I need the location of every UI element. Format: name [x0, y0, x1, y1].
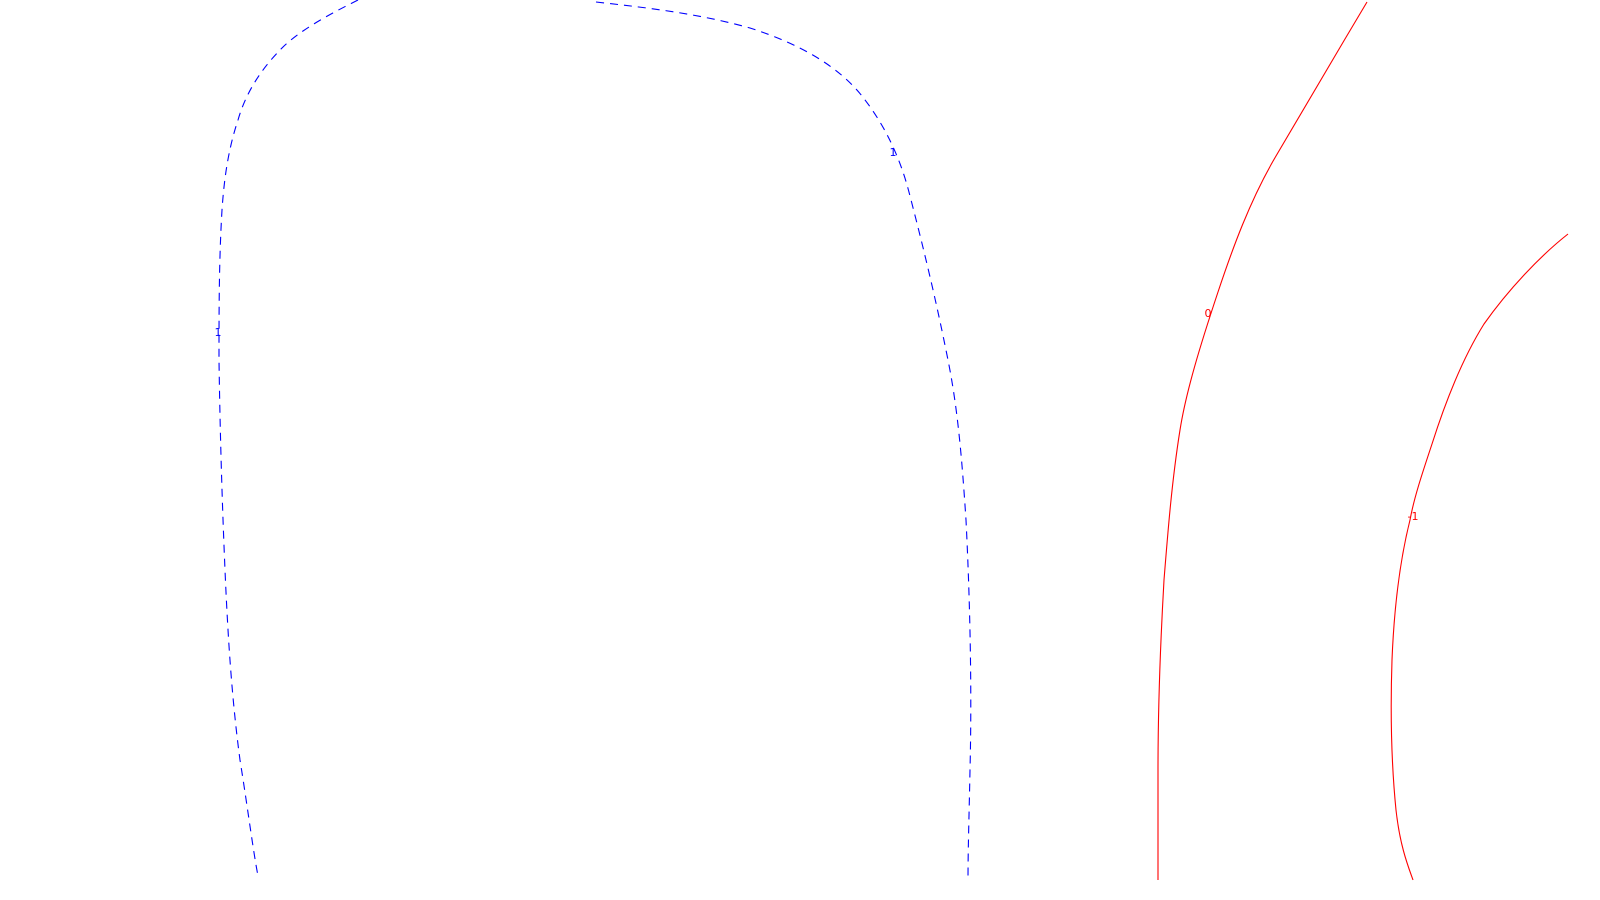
- contour-label-level-neg1-1: -1: [1408, 510, 1419, 523]
- contour-label-layer: 1 1 0 -1: [215, 146, 1419, 523]
- contour-label-level-1-2: 1: [890, 146, 897, 159]
- contour-line-level-1-1: [218, 0, 359, 877]
- contour-label-level-1-1: 1: [215, 326, 222, 339]
- contour-line-level-1-2: [595, 1, 972, 881]
- contour-line-level-neg1-1: [1390, 233, 1569, 881]
- contour-layer: [218, 0, 1569, 881]
- contour-line-level-0-1: [1157, 1, 1368, 880]
- contour-label-level-0-1: 0: [1205, 307, 1212, 320]
